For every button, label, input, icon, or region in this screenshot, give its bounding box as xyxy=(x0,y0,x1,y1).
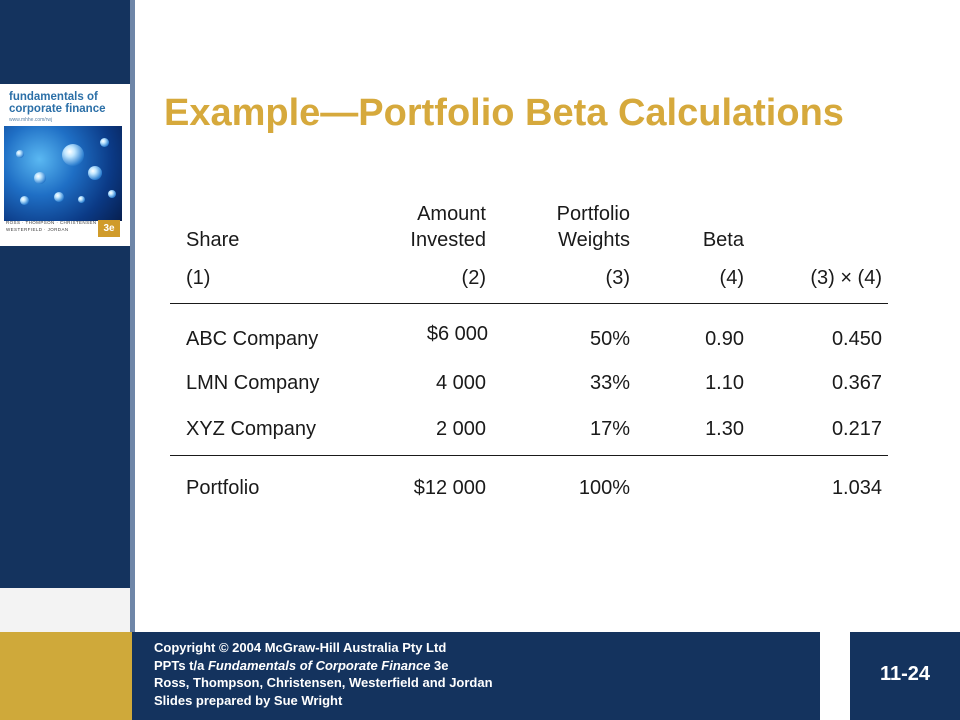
water-drop-icon xyxy=(108,190,116,198)
water-drop-icon xyxy=(54,192,64,202)
header-beta: Beta xyxy=(702,229,744,251)
footer-ppts-line: PPTs t/a Fundamentals of Corporate Finan… xyxy=(154,657,493,675)
footer-prepared-by: Slides prepared by Sue Wright xyxy=(154,692,343,708)
footer-authors: Ross, Thompson, Christensen, Westerfield… xyxy=(154,675,493,690)
book-cover-image: fundamentals of corporate finance www.mh… xyxy=(0,84,130,246)
footer-ppts-suffix: 3e xyxy=(430,657,449,673)
slide-title: Example—Portfolio Beta Calculations xyxy=(164,92,844,134)
total-weight: 100% xyxy=(578,477,630,499)
column-number-4: (4) xyxy=(719,267,744,289)
footer-page-box xyxy=(850,632,960,720)
water-drop-icon xyxy=(16,150,24,158)
header-amount-line2: Invested xyxy=(410,229,486,251)
header-share: Share xyxy=(186,229,240,251)
cover-authors: ROSS · THOMPSON · CHRISTENSEN WESTERFIEL… xyxy=(6,219,97,233)
column-number-2: (2) xyxy=(461,267,486,289)
header-weights-line1: Portfolio xyxy=(556,203,630,225)
water-drop-icon xyxy=(20,196,29,205)
footer-navy-band xyxy=(132,632,820,720)
total-amount: $12 000 xyxy=(413,477,486,499)
row-abc-weight: 50% xyxy=(589,328,630,350)
header-weights-line2: Weights xyxy=(558,229,630,251)
slide-number: 11-24 xyxy=(879,663,931,685)
row-lmn-share: LMN Company xyxy=(186,372,320,394)
row-lmn-weight: 33% xyxy=(589,372,630,394)
row-xyz-beta: 1.30 xyxy=(705,418,744,440)
row-abc-product: 0.450 xyxy=(831,328,882,350)
footer-book-title: Fundamentals of Corporate Finance xyxy=(207,657,431,673)
water-drop-icon xyxy=(78,196,85,203)
cover-subtitle: www.mhhe.com/rwj xyxy=(9,117,53,123)
footer-white-gap xyxy=(820,632,850,720)
row-xyz-share: XYZ Company xyxy=(186,418,317,440)
sidebar-bottom-panel xyxy=(0,588,130,632)
row-abc-beta: 0.90 xyxy=(705,328,744,350)
water-drop-icon xyxy=(88,166,102,180)
cover-authors-line1: ROSS · THOMPSON · CHRISTENSEN xyxy=(6,220,97,225)
footer-ppts-prefix: PPTs t/a xyxy=(154,657,208,673)
sidebar-divider xyxy=(130,0,135,632)
cover-authors-line2: WESTERFIELD · JORDAN xyxy=(6,227,69,232)
header-divider xyxy=(170,303,888,304)
footer-credits: Copyright © 2004 McGraw-Hill Australia P… xyxy=(154,639,493,709)
cover-title-line1: fundamentals of xyxy=(9,91,98,103)
total-divider xyxy=(170,455,888,456)
row-abc-share: ABC Company xyxy=(186,328,319,350)
water-drop-icon xyxy=(62,144,84,166)
row-lmn-amount: 4 000 xyxy=(435,372,486,394)
cover-water-drops-art xyxy=(4,126,122,221)
cover-title-line2: corporate finance xyxy=(9,103,106,115)
row-lmn-product: 0.367 xyxy=(831,372,882,394)
row-lmn-beta: 1.10 xyxy=(705,372,744,394)
column-number-5: (3) × (4) xyxy=(810,267,882,289)
water-drop-icon xyxy=(100,138,109,147)
total-share: Portfolio xyxy=(186,477,260,499)
water-drop-icon xyxy=(34,172,46,184)
column-number-1: (1) xyxy=(186,267,211,289)
header-amount-line1: Amount xyxy=(417,203,486,225)
row-abc-amount: $6 000 xyxy=(426,323,488,345)
cover-title: fundamentals of corporate finance xyxy=(9,91,106,115)
cover-edition-badge: 3e xyxy=(98,220,120,237)
row-xyz-weight: 17% xyxy=(589,418,630,440)
row-xyz-amount: 2 000 xyxy=(435,418,486,440)
column-number-3: (3) xyxy=(605,267,630,289)
footer-copyright: Copyright © 2004 McGraw-Hill Australia P… xyxy=(154,640,447,655)
row-xyz-product: 0.217 xyxy=(831,418,882,440)
total-product: 1.034 xyxy=(831,477,882,499)
